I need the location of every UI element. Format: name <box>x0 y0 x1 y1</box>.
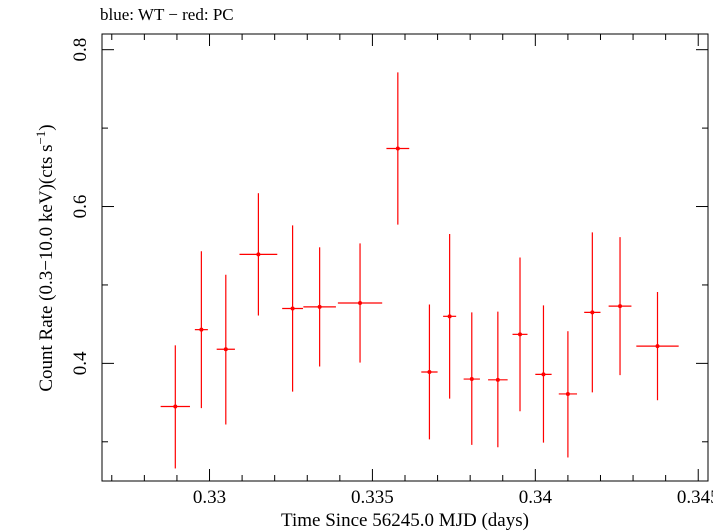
y-axis-label-end: ) <box>36 124 57 130</box>
data-marker <box>395 146 400 151</box>
data-point <box>608 237 632 376</box>
data-marker <box>469 377 474 382</box>
data-point <box>488 311 508 448</box>
data-point <box>239 193 278 316</box>
y-axis-tick-labels: 0.4 0.6 0.8 <box>70 38 91 375</box>
data-point <box>421 304 438 440</box>
data-point <box>636 292 679 401</box>
y-axis-label-superscript: −1 <box>33 131 48 145</box>
x-axis-ticks <box>111 34 699 481</box>
data-point <box>512 257 528 412</box>
data-marker <box>256 252 261 257</box>
data-point <box>443 233 457 399</box>
x-tick-label: 0.34 <box>519 487 553 508</box>
x-tick-label: 0.345 <box>677 487 713 508</box>
chart-title: blue: WT − red: PC <box>100 5 234 24</box>
x-axis-label: Time Since 56245.0 MJD (days) <box>281 510 529 531</box>
y-tick-label: 0.8 <box>70 38 91 62</box>
data-marker <box>317 304 322 309</box>
data-marker <box>358 300 363 305</box>
data-point <box>535 305 552 443</box>
data-marker <box>223 347 228 352</box>
data-marker <box>518 332 523 337</box>
data-point <box>282 225 304 392</box>
data-marker <box>427 369 432 374</box>
data-point <box>194 251 208 409</box>
y-axis-label: Count Rate (0.3−10.0 keV)(cts s−1) <box>33 124 57 391</box>
data-point <box>584 232 601 393</box>
data-point <box>303 247 336 367</box>
y-axis-ticks <box>102 49 708 443</box>
x-tick-label: 0.335 <box>351 487 394 508</box>
data-point <box>160 345 190 469</box>
data-point <box>216 274 235 425</box>
data-marker <box>447 314 452 319</box>
data-point <box>463 312 480 445</box>
data-marker <box>173 404 178 409</box>
data-marker <box>541 372 546 377</box>
data-marker <box>199 327 204 332</box>
data-marker <box>655 344 660 349</box>
plot-frame <box>101 33 709 482</box>
x-axis-tick-labels: 0.33 0.335 0.34 0.345 <box>193 487 713 508</box>
data-marker <box>590 310 595 315</box>
data-marker <box>565 391 570 396</box>
data-marker <box>290 306 295 311</box>
y-axis-label-main: Count Rate (0.3−10.0 keV)(cts s <box>36 145 57 392</box>
y-tick-label: 0.6 <box>70 195 91 219</box>
data-series-pc <box>160 72 679 469</box>
data-point <box>386 72 410 225</box>
y-tick-label: 0.4 <box>70 351 91 375</box>
data-marker <box>495 377 500 382</box>
data-point <box>558 331 578 458</box>
x-tick-label: 0.33 <box>193 487 226 508</box>
data-marker <box>618 304 623 309</box>
data-point <box>337 243 383 363</box>
